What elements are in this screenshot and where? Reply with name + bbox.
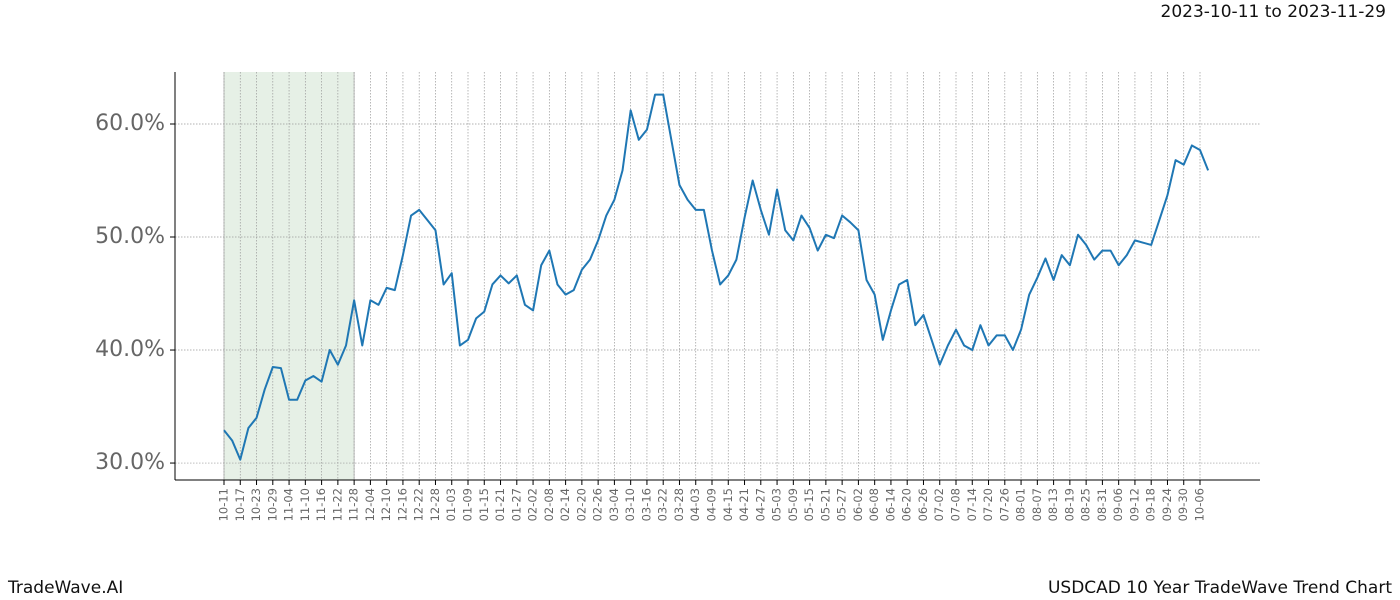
x-tick-label: 03-04 (607, 488, 621, 521)
x-tick-label: 04-03 (688, 488, 702, 521)
x-tick-label: 08-07 (1030, 488, 1044, 521)
x-tick-label: 12-22 (412, 488, 426, 521)
date-range: 2023-10-11 to 2023-11-29 (1161, 2, 1386, 22)
x-tick-label: 07-02 (932, 488, 946, 521)
y-tick-label: 50.0% (95, 224, 165, 249)
x-tick-label: 01-21 (493, 488, 507, 521)
x-tick-label: 10-17 (233, 488, 247, 521)
x-tick-label: 06-08 (867, 488, 881, 521)
x-tick-label: 05-03 (770, 488, 784, 521)
x-tick-label: 09-12 (1127, 488, 1141, 521)
x-tick-label: 11-10 (298, 488, 312, 521)
x-tick-label: 06-20 (900, 488, 914, 521)
x-tick-label: 02-08 (542, 488, 556, 521)
x-tick-label: 09-24 (1160, 488, 1174, 521)
x-tick-label: 02-14 (558, 488, 572, 521)
x-tick-label: 04-09 (705, 488, 719, 521)
x-tick-label: 03-22 (656, 488, 670, 521)
x-tick-label: 12-10 (379, 488, 393, 521)
x-tick-label: 08-01 (1014, 488, 1028, 521)
x-tick-label: 09-06 (1111, 488, 1125, 521)
x-tick-label: 01-03 (444, 488, 458, 521)
x-tick-label: 12-16 (395, 488, 409, 521)
x-tick-label: 05-09 (786, 488, 800, 521)
x-tick-label: 09-30 (1176, 488, 1190, 521)
x-tick-label: 10-11 (217, 488, 231, 521)
y-tick-label: 60.0% (95, 111, 165, 136)
y-tick-label: 30.0% (95, 450, 165, 475)
x-tick-label: 10-06 (1193, 488, 1207, 521)
x-tick-label: 04-27 (753, 488, 767, 521)
x-tick-label: 01-09 (461, 488, 475, 521)
x-tick-label: 08-19 (1062, 488, 1076, 521)
x-tick-label: 05-21 (818, 488, 832, 521)
x-tick-label: 03-16 (639, 488, 653, 521)
x-tick-label: 06-02 (851, 488, 865, 521)
brand: TradeWave.AI (7, 578, 123, 598)
x-tick-label: 03-28 (672, 488, 686, 521)
x-tick-label: 09-18 (1144, 488, 1158, 521)
x-tick-label: 06-14 (883, 488, 897, 521)
x-tick-label: 04-21 (737, 488, 751, 521)
x-tick-label: 08-13 (1046, 488, 1060, 521)
x-tick-label: 05-15 (802, 488, 816, 521)
x-tick-label: 04-15 (721, 488, 735, 521)
x-tick-label: 11-04 (282, 488, 296, 521)
x-tick-label: 03-10 (623, 488, 637, 521)
x-tick-label: 08-31 (1095, 488, 1109, 521)
x-tick-label: 07-14 (965, 488, 979, 521)
x-tick-label: 10-23 (249, 488, 263, 521)
x-tick-label: 08-25 (1079, 488, 1093, 521)
x-tick-label: 11-22 (330, 488, 344, 521)
x-tick-label: 11-28 (347, 488, 361, 521)
x-tick-label: 01-15 (477, 488, 491, 521)
x-tick-label: 07-26 (997, 488, 1011, 521)
x-tick-label: 07-08 (949, 488, 963, 521)
x-tick-label: 02-26 (591, 488, 605, 521)
x-tick-label: 07-20 (981, 488, 995, 521)
x-tick-label: 11-16 (314, 488, 328, 521)
x-tick-label: 01-27 (509, 488, 523, 521)
x-tick-label: 02-02 (526, 488, 540, 521)
x-tick-label: 10-29 (265, 488, 279, 521)
x-tick-label: 12-28 (428, 488, 442, 521)
chart-title: USDCAD 10 Year TradeWave Trend Chart (1048, 578, 1392, 598)
x-tick-label: 12-04 (363, 488, 377, 521)
trend-line (223, 93, 1210, 461)
x-tick-label: 02-20 (574, 488, 588, 521)
x-tick-label: 05-27 (835, 488, 849, 521)
y-tick-label: 40.0% (95, 337, 165, 362)
x-tick-label: 06-26 (916, 488, 930, 521)
